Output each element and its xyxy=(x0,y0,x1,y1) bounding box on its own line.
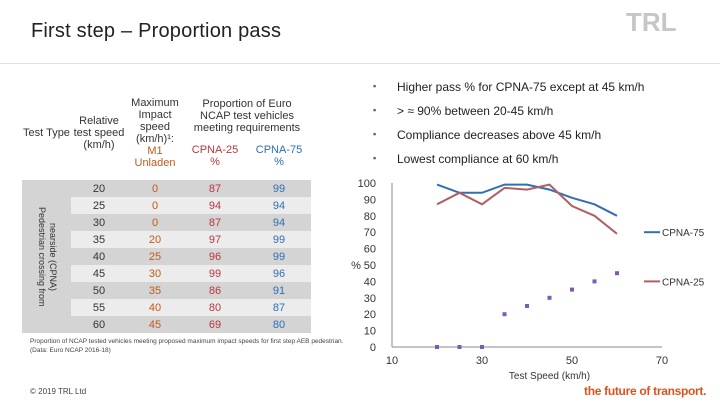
series-marker xyxy=(525,304,529,308)
legend-label: CPNA-75 xyxy=(662,228,705,239)
speed-cell: 55 xyxy=(71,299,127,316)
cpna25-cell: 97 xyxy=(183,231,247,248)
y-axis-label: % xyxy=(351,260,361,272)
series-marker xyxy=(592,279,597,284)
bullet-icon: ▪ xyxy=(373,81,377,91)
series-marker xyxy=(615,271,619,276)
header-divider xyxy=(0,63,720,64)
cpna75-cell: 96 xyxy=(247,265,311,282)
series-line-cpna-75 xyxy=(436,183,618,217)
max-cell: 40 xyxy=(127,299,183,316)
cpna25-cell: 96 xyxy=(183,248,247,265)
header-test-type: Test Type xyxy=(22,86,71,180)
series-line-cpna-25 xyxy=(436,183,618,235)
speed-cell: 25 xyxy=(71,197,127,214)
bullet-icon: ▪ xyxy=(373,105,377,115)
y-tick-label: 50 xyxy=(364,260,376,272)
speed-cell: 30 xyxy=(71,214,127,231)
speed-cell: 60 xyxy=(71,316,127,333)
y-tick-label: 60 xyxy=(364,244,376,256)
table-row: Pedestrian crossing from nearside (CPNA)… xyxy=(22,180,311,333)
table-row: 25 0 94 94 xyxy=(22,197,311,214)
bullet-icon: ▪ xyxy=(373,153,377,163)
cpna25-cell: 69 xyxy=(183,316,247,333)
bullet-icon: ▪ xyxy=(373,129,377,139)
x-tick-label: 10 xyxy=(386,355,398,367)
cpna75-cell: 80 xyxy=(247,316,311,333)
speed-cell: 50 xyxy=(71,282,127,299)
cpna75-cell: 99 xyxy=(247,231,311,248)
max-cell: 30 xyxy=(127,265,183,282)
series-marker xyxy=(570,287,574,292)
cpna25-cell: 87 xyxy=(183,214,247,231)
y-tick-label: 30 xyxy=(364,293,376,305)
cpna25-cell: 87 xyxy=(183,180,247,197)
trl-logo: TRL xyxy=(626,7,677,36)
bullet-item: ▪ Lowest compliance at 60 km/h xyxy=(373,152,559,166)
max-cell: 20 xyxy=(127,231,183,248)
table-row: 55 40 80 87 xyxy=(22,299,311,316)
copyright: © 2019 TRL Ltd xyxy=(30,387,87,396)
proportion-table: Test Type Relative test speed (km/h) Maxim… xyxy=(22,86,311,333)
series-marker xyxy=(435,345,439,349)
cpna25-cell: 99 xyxy=(183,265,247,282)
speed-cell: 20 xyxy=(71,180,127,197)
cpna75-cell: 99 xyxy=(247,248,311,265)
tagline: the future of transport. xyxy=(584,384,707,398)
cpna75-cell: 94 xyxy=(247,214,311,231)
cpna75-cell: 91 xyxy=(247,282,311,299)
pass-rate-chart: 0 10 20 30 40 50 60 70 80 90 100 10 30 50 70% Test Spee… xyxy=(351,178,718,382)
logo-text: TRL xyxy=(626,7,677,36)
cpna25-cell: 86 xyxy=(183,282,247,299)
series-marker xyxy=(457,345,462,349)
x-tick-label: 50 xyxy=(566,355,578,367)
bullet-item: ▪ Compliance decreases above 45 km/h xyxy=(373,128,602,142)
max-cell: 0 xyxy=(127,197,183,214)
y-tick-label: 70 xyxy=(364,227,376,239)
max-cell: 45 xyxy=(127,316,183,333)
cpna75-cell: 87 xyxy=(247,299,311,316)
x-tick-label: 30 xyxy=(476,355,488,367)
cpna25-cell: 80 xyxy=(183,299,247,316)
speed-cell: 45 xyxy=(71,265,127,282)
header-proportion: Proportion of Euro NCAP test vehicles meet… xyxy=(183,86,311,180)
y-tick-label: 80 xyxy=(364,211,376,223)
cpna25-cell: 94 xyxy=(183,197,247,214)
table-row: 35 20 97 99 xyxy=(22,231,311,248)
series-marker xyxy=(502,312,507,317)
y-tick-label: 10 xyxy=(364,326,376,338)
header-max-impact-speed: Maximum Impact speed (km/h)¹: M1 Unladen xyxy=(127,86,183,180)
speed-cell: 40 xyxy=(71,248,127,265)
cpna75-cell: 94 xyxy=(247,197,311,214)
table-footnote: Proportion of NCAP tested vehicles meeti… xyxy=(30,338,344,354)
table-row: 30 0 87 94 xyxy=(22,214,311,231)
table-row: 50 35 86 91 xyxy=(22,282,311,299)
x-tick-label: 70 xyxy=(656,355,668,367)
table-row: 40 25 96 99 xyxy=(22,248,311,265)
header-relative-speed: Relative test speed (km/h) xyxy=(71,86,127,180)
series-marker xyxy=(547,295,552,300)
y-tick-label: 20 xyxy=(364,309,376,321)
bullet-item: ▪ > ≈ 90% between 20-45 km/h xyxy=(373,104,554,118)
side-label: Pedestrian crossing from nearside (CPNA) xyxy=(22,180,71,333)
bullet-list: ▪ Higher pass % for CPNA-75 except at 45 … xyxy=(373,80,644,176)
y-tick-label: 40 xyxy=(364,276,376,288)
series-marker xyxy=(480,345,484,349)
max-cell: 35 xyxy=(127,282,183,299)
max-cell: 25 xyxy=(127,248,183,265)
cpna75-cell: 99 xyxy=(247,180,311,197)
y-tick-label: 90 xyxy=(364,194,376,206)
bullet-item: ▪ Higher pass % for CPNA-75 except at 45 … xyxy=(373,80,645,94)
table-row: 60 45 69 80 xyxy=(22,316,311,333)
x-axis-label: Test Speed (km/h) xyxy=(509,371,590,382)
max-cell: 0 xyxy=(127,180,183,197)
table-row: 45 30 99 96 xyxy=(22,265,311,282)
y-tick-label: 100 xyxy=(358,178,376,190)
slide-title: First step – Proportion pass xyxy=(31,20,282,42)
max-cell: 0 xyxy=(127,214,183,231)
speed-cell: 35 xyxy=(71,231,127,248)
legend-label: CPNA-25 xyxy=(662,277,705,288)
y-tick-label: 0 xyxy=(370,342,376,354)
